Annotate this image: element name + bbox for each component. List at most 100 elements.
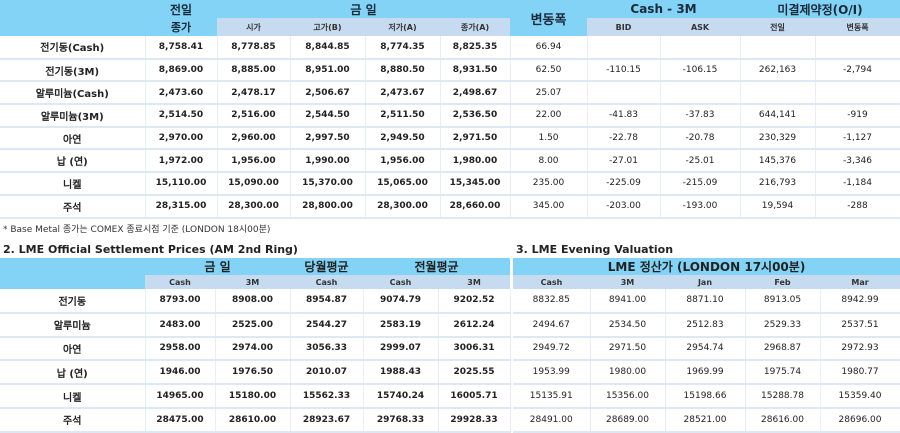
oi-change-cell (815, 81, 900, 106)
bid-cell: -41.83 (587, 104, 661, 128)
table-row: 전기동 8793.00 8908.00 8954.87 9074.79 9202.52 (0, 289, 511, 314)
high-cell: 1,990.00 (290, 149, 366, 174)
low-cell: 8,880.50 (365, 58, 441, 83)
prev-cash-cell: 2999.07 (363, 336, 439, 362)
corner-header (0, 258, 145, 289)
value-cell: 8941.00 (590, 289, 666, 314)
table-row: 알루미늄(Cash) 2,473.60 2,478.17 2,506.67 2,473.… (0, 81, 900, 106)
table-row: 15135.91 15356.00 15198.66 15288.78 15359.40 (513, 384, 900, 409)
close-header: 종가(A) (440, 18, 511, 36)
prev-3m-cell: 29928.33 (438, 407, 511, 433)
prev-cell: 2,473.60 (145, 81, 218, 106)
table-row: 주석 28,315.00 28,300.00 28,800.00 28,300.00 28… (0, 194, 900, 219)
change-header: 변동폭 (510, 0, 588, 36)
ask-cell: -215.09 (660, 172, 741, 196)
oi-change-cell: -2,794 (815, 58, 900, 83)
avg-cash-header: Cash (290, 275, 364, 289)
m3-cell: 8908.00 (215, 289, 291, 314)
name-cell: 알루미늄 (0, 312, 146, 338)
prev-cell: 2,970.00 (145, 126, 218, 151)
name-cell: 알루미늄(3M) (0, 104, 146, 128)
close-cell: 8,931.50 (440, 58, 511, 83)
name-cell: 주석 (0, 194, 146, 219)
avg-cash-cell: 2544.27 (290, 312, 364, 338)
table-row: 알루미늄(3M) 2,514.50 2,516.00 2,544.50 2,511.50… (0, 104, 900, 128)
avg-cash-cell: 15562.33 (290, 384, 364, 409)
footnote: * Base Metal 종가는 COMEX 종료시점 기준 (LONDON 1… (3, 225, 271, 235)
prev-cash-cell: 15740.24 (363, 384, 439, 409)
oi-cell: 19,594 (740, 194, 816, 219)
value-cell: 1980.77 (820, 360, 900, 386)
value-cell: 1980.00 (590, 360, 666, 386)
prev-cell: 15,110.00 (145, 172, 218, 196)
oi-cell: 216,793 (740, 172, 816, 196)
open-cell: 28,300.00 (217, 194, 291, 219)
evening-valuation-table: LME 정산가 (LONDON 17시00분) Cash 3M Jan Feb Mar … (513, 258, 900, 433)
prev-cell: 8,869.00 (145, 58, 218, 83)
value-cell: 2534.50 (590, 312, 666, 338)
cash-cell: 14965.00 (145, 384, 216, 409)
open-cell: 2,478.17 (217, 81, 291, 106)
high-cell: 2,997.50 (290, 126, 366, 151)
column-header: Feb (745, 275, 820, 289)
name-cell: 전기동(Cash) (0, 36, 146, 60)
open-cell: 8,885.00 (217, 58, 291, 83)
close-cell: 15,345.00 (440, 172, 511, 196)
cash-3m-header: Cash - 3M (587, 0, 741, 18)
bid-cell: -22.78 (587, 126, 661, 151)
value-cell: 2529.33 (745, 312, 821, 338)
table-row: 아연 2958.00 2974.00 3056.33 2999.07 3006.31 (0, 336, 511, 362)
value-cell: 1975.74 (745, 360, 821, 386)
avg-cash-cell: 2010.07 (290, 360, 364, 386)
cash-cell: 2958.00 (145, 336, 216, 362)
value-cell: 8832.85 (513, 289, 591, 314)
bid-cell: -27.01 (587, 149, 661, 174)
value-cell: 8913.05 (745, 289, 821, 314)
prev-close-header: 전일 (145, 0, 217, 18)
value-cell: 2968.87 (745, 336, 821, 362)
this-month-avg-header: 당월평균 (290, 258, 364, 275)
change-cell: 8.00 (510, 149, 588, 174)
name-cell: 니켈 (0, 172, 146, 196)
low-cell: 15,065.00 (365, 172, 441, 196)
name-cell: 알루미늄(Cash) (0, 81, 146, 106)
close-cell: 8,825.35 (440, 36, 511, 60)
ask-header: ASK (660, 18, 741, 36)
low-cell: 2,511.50 (365, 104, 441, 128)
change-cell: 25.07 (510, 81, 588, 106)
value-cell: 2494.67 (513, 312, 591, 338)
open-cell: 2,960.00 (217, 126, 291, 151)
oi-cell (740, 36, 816, 60)
open-cell: 8,778.85 (217, 36, 291, 60)
value-cell: 15356.00 (590, 384, 666, 409)
table-row: 알루미늄 2483.00 2525.00 2544.27 2583.19 2612.24 (0, 312, 511, 338)
low-cell: 1,956.00 (365, 149, 441, 174)
corner-header (0, 0, 145, 36)
open-cell: 2,516.00 (217, 104, 291, 128)
prev-cash-cell: 2583.19 (363, 312, 439, 338)
m3-cell: 15180.00 (215, 384, 291, 409)
name-cell: 납 (연) (0, 360, 146, 386)
3m-header: 3M (215, 275, 291, 289)
low-cell: 8,774.35 (365, 36, 441, 60)
column-header: 3M (590, 275, 665, 289)
value-cell: 1969.99 (665, 360, 746, 386)
prev-cash-header: Cash (363, 275, 439, 289)
high-cell: 2,544.50 (290, 104, 366, 128)
table-row: 전기동(Cash) 8,758.41 8,778.85 8,844.85 8,774.3… (0, 36, 900, 60)
oi-cell: 145,376 (740, 149, 816, 174)
m3-cell: 28610.00 (215, 407, 291, 433)
open-interest-header: 미결제약정(O/I) (740, 0, 900, 18)
settlement-title: 2. LME Official Settlement Prices (AM 2n… (3, 243, 298, 256)
close-cell: 2,498.67 (440, 81, 511, 106)
name-cell: 납 (연) (0, 149, 146, 174)
table-row: 8832.85 8941.00 8871.10 8913.05 8942.99 (513, 289, 900, 314)
table-row: 1953.99 1980.00 1969.99 1975.74 1980.77 (513, 360, 900, 386)
avg-cash-cell: 3056.33 (290, 336, 364, 362)
oi-change-cell: -1,184 (815, 172, 900, 196)
value-cell: 8942.99 (820, 289, 900, 314)
high-cell: 15,370.00 (290, 172, 366, 196)
table-row: 28491.00 28689.00 28521.00 28616.00 28696.00 (513, 407, 900, 433)
column-header: Mar (820, 275, 900, 289)
open-cell: 1,956.00 (217, 149, 291, 174)
